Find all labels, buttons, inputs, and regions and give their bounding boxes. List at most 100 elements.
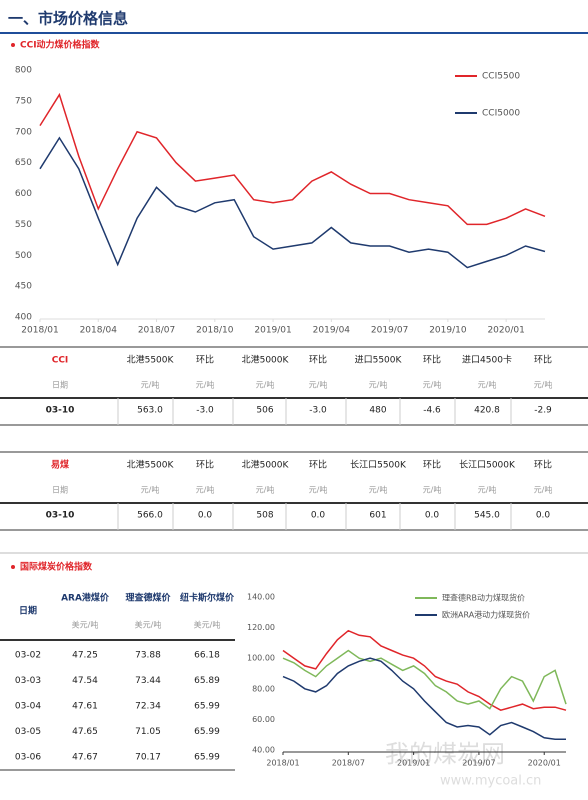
table-cell: 70.17 bbox=[135, 753, 161, 763]
table-unit: 美元/吨 bbox=[194, 620, 221, 630]
watermark: 我的煤炭网 bbox=[385, 740, 505, 768]
table-unit: 日期 bbox=[52, 486, 68, 495]
y-tick-label: 100.00 bbox=[247, 654, 275, 663]
table-header: 北港5500K bbox=[127, 459, 175, 471]
x-tick-label: 2018/01 bbox=[21, 326, 58, 336]
table-cell: 420.8 bbox=[474, 406, 500, 416]
series-line bbox=[282, 649, 567, 710]
legend-label: CCI5000 bbox=[482, 109, 520, 119]
legend-label: CCI5500 bbox=[482, 72, 520, 82]
table-cell: 03-10 bbox=[46, 511, 75, 521]
table-cell: 0.0 bbox=[425, 511, 440, 521]
table-cell: 47.65 bbox=[72, 727, 98, 737]
bullet bbox=[11, 565, 15, 569]
y-tick-label: 40.00 bbox=[252, 746, 275, 755]
table-header: 纽卡斯尔煤价 bbox=[180, 592, 235, 604]
table-header: 理查德煤价 bbox=[125, 592, 171, 604]
table-cell: 47.54 bbox=[72, 676, 98, 686]
y-tick-label: 400 bbox=[15, 313, 32, 323]
y-tick-label: 750 bbox=[15, 96, 32, 106]
section-title: CCI动力煤价格指数 bbox=[20, 39, 101, 51]
table-cell: 71.05 bbox=[135, 727, 161, 737]
table-header: 环比 bbox=[196, 354, 214, 366]
y-tick-label: 550 bbox=[15, 220, 32, 230]
table-unit: 元/吨 bbox=[369, 380, 388, 390]
table-cell: -2.9 bbox=[534, 406, 552, 416]
table-unit: 元/吨 bbox=[423, 380, 442, 390]
y-tick-label: 450 bbox=[15, 282, 32, 292]
table-cell: 03-10 bbox=[46, 406, 75, 416]
table-header: 北港5000K bbox=[242, 354, 290, 366]
page-title: 一、市场价格信息 bbox=[8, 10, 128, 28]
table-cell: 47.25 bbox=[72, 651, 98, 661]
table-unit: 美元/吨 bbox=[72, 620, 99, 630]
table-unit: 元/吨 bbox=[256, 380, 275, 390]
x-tick-label: 2019/07 bbox=[462, 759, 495, 768]
y-tick-label: 120.00 bbox=[247, 623, 275, 632]
table-header: 环比 bbox=[534, 354, 552, 366]
table-header: CCI bbox=[52, 356, 69, 366]
section-title: 国际煤炭价格指数 bbox=[20, 561, 93, 573]
table-unit: 元/吨 bbox=[309, 485, 328, 495]
table-cell: 47.67 bbox=[72, 753, 98, 763]
table-cell: 0.0 bbox=[311, 511, 326, 521]
table-cell: 03-03 bbox=[15, 676, 41, 686]
table-cell: 0.0 bbox=[536, 511, 551, 521]
table-cell: 508 bbox=[256, 511, 273, 521]
table-cell: 563.0 bbox=[137, 406, 163, 416]
table-cell: 65.89 bbox=[194, 676, 220, 686]
table-header: 环比 bbox=[309, 459, 327, 471]
table-cell: 545.0 bbox=[474, 511, 500, 521]
table-unit: 元/吨 bbox=[256, 485, 275, 495]
table-cell: 03-02 bbox=[15, 651, 41, 661]
table-header: 环比 bbox=[423, 459, 441, 471]
table-cell: 480 bbox=[369, 406, 386, 416]
x-tick-label: 2020/01 bbox=[487, 326, 524, 336]
table-header: 日期 bbox=[19, 605, 37, 617]
x-tick-label: 2019/01 bbox=[397, 759, 430, 768]
table-unit: 元/吨 bbox=[196, 485, 215, 495]
y-tick-label: 600 bbox=[15, 189, 32, 199]
table-header: ARA港煤价 bbox=[61, 592, 110, 604]
series-line bbox=[39, 136, 546, 269]
table-cell: 72.34 bbox=[135, 702, 161, 712]
y-tick-label: 500 bbox=[15, 251, 32, 261]
table-header: 易煤 bbox=[51, 459, 69, 471]
watermark-url: www.mycoal.cn bbox=[440, 774, 541, 789]
table-unit: 元/吨 bbox=[309, 380, 328, 390]
y-tick-label: 800 bbox=[15, 66, 32, 76]
y-tick-label: 650 bbox=[15, 158, 32, 168]
table-unit: 元/吨 bbox=[141, 485, 160, 495]
table-cell: 65.99 bbox=[194, 727, 220, 737]
series-line bbox=[282, 657, 566, 741]
table-header: 环比 bbox=[423, 354, 441, 366]
x-tick-label: 2018/07 bbox=[138, 326, 175, 336]
table-cell: 66.18 bbox=[194, 651, 220, 661]
table-unit: 元/吨 bbox=[196, 380, 215, 390]
table-unit: 元/吨 bbox=[534, 380, 553, 390]
table-unit: 元/吨 bbox=[423, 485, 442, 495]
table-cell: -3.0 bbox=[309, 406, 327, 416]
x-tick-label: 2019/07 bbox=[371, 326, 408, 336]
table-cell: 65.99 bbox=[194, 702, 220, 712]
series-line bbox=[39, 92, 546, 226]
table-header: 环比 bbox=[534, 459, 552, 471]
y-tick-label: 140.00 bbox=[247, 593, 275, 602]
y-tick-label: 700 bbox=[15, 127, 32, 137]
table-cell: 0.0 bbox=[198, 511, 213, 521]
legend-label: 欧洲ARA港动力煤现货价 bbox=[442, 610, 530, 620]
table-cell: 73.88 bbox=[135, 651, 161, 661]
table-cell: 03-05 bbox=[15, 727, 41, 737]
table-cell: 601 bbox=[369, 511, 386, 521]
legend-label: 理查德RB动力煤现货价 bbox=[442, 593, 525, 603]
table-header: 环比 bbox=[196, 459, 214, 471]
table-cell: 47.61 bbox=[72, 702, 98, 712]
y-tick-label: 80.00 bbox=[252, 684, 275, 693]
table-header: 进口5500K bbox=[355, 355, 403, 366]
x-tick-label: 2018/10 bbox=[196, 326, 234, 336]
table-header: 长江口5500K bbox=[350, 459, 407, 471]
x-tick-label: 2019/04 bbox=[313, 326, 351, 336]
series-line bbox=[282, 629, 567, 712]
